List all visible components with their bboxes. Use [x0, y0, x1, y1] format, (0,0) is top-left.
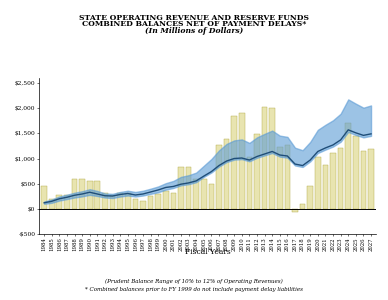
Bar	[292, 209, 298, 212]
Bar	[87, 181, 93, 209]
Bar	[201, 179, 207, 209]
Bar	[125, 193, 131, 209]
Bar	[155, 194, 161, 209]
Text: (Prudent Balance Range of 10% to 12% of Operating Revenues): (Prudent Balance Range of 10% to 12% of …	[105, 278, 283, 284]
Bar	[216, 145, 222, 209]
Bar	[57, 195, 62, 209]
Bar	[277, 147, 282, 209]
Bar	[163, 191, 169, 209]
Bar	[224, 140, 229, 209]
Bar	[315, 157, 320, 209]
Bar	[178, 167, 184, 209]
Bar	[239, 113, 245, 209]
Bar	[72, 179, 77, 209]
Bar	[79, 178, 85, 209]
Bar	[95, 181, 100, 209]
Bar	[360, 152, 366, 209]
Bar	[133, 199, 138, 209]
Bar	[300, 204, 305, 209]
Bar	[307, 186, 313, 209]
Bar	[148, 196, 153, 209]
Bar	[284, 146, 290, 209]
Bar	[262, 107, 267, 209]
Bar	[117, 193, 123, 209]
Bar	[208, 184, 214, 209]
Bar	[338, 148, 343, 209]
Bar	[322, 165, 328, 209]
Bar	[170, 193, 176, 209]
Bar	[254, 134, 260, 209]
Bar	[193, 178, 199, 209]
Bar	[140, 201, 146, 209]
Bar	[49, 199, 55, 209]
Bar	[231, 116, 237, 209]
Bar	[345, 123, 351, 209]
Bar	[186, 167, 191, 209]
Bar	[330, 153, 336, 209]
Bar	[64, 195, 70, 209]
Bar	[246, 157, 252, 209]
Bar	[353, 136, 359, 209]
Text: STATE OPERATING REVENUE AND RESERVE FUNDS: STATE OPERATING REVENUE AND RESERVE FUND…	[79, 14, 309, 22]
Text: COMBINED BALANCES NET OF PAYMENT DELAYS*: COMBINED BALANCES NET OF PAYMENT DELAYS*	[82, 20, 306, 28]
Bar	[41, 186, 47, 209]
Bar	[110, 195, 115, 209]
Bar	[269, 108, 275, 209]
Text: * Combined balances prior to FY 1999 do not include payment delay liabilities: * Combined balances prior to FY 1999 do …	[85, 286, 303, 292]
Text: (In Millions of Dollars): (In Millions of Dollars)	[145, 27, 243, 35]
Bar	[368, 149, 374, 209]
Bar	[102, 193, 108, 209]
Text: Fiscal Years: Fiscal Years	[185, 248, 230, 256]
